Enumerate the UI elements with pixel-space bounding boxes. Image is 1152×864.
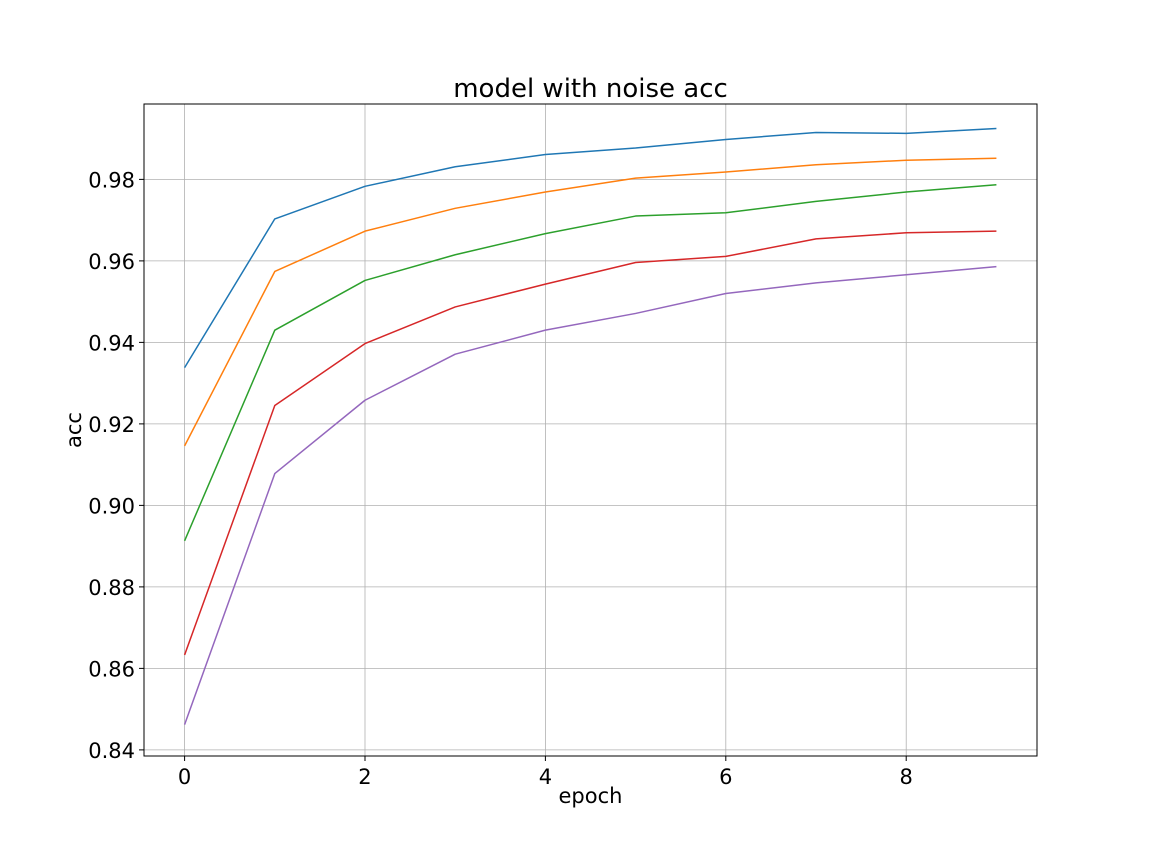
y-tick-label: 0.92 bbox=[88, 413, 135, 437]
x-tick-label: 8 bbox=[900, 765, 913, 789]
x-tick-label: 6 bbox=[719, 765, 732, 789]
series-lines bbox=[183, 127, 997, 725]
plot-area-frame bbox=[143, 103, 1038, 757]
y-axis-label: acc bbox=[62, 412, 86, 448]
x-tick-label: 0 bbox=[178, 765, 191, 789]
grid bbox=[144, 104, 1037, 756]
y-tick-label: 0.96 bbox=[88, 250, 135, 274]
series-line-3 bbox=[183, 183, 997, 542]
y-tick-label: 0.86 bbox=[88, 657, 135, 681]
y-tick-label: 0.90 bbox=[88, 494, 135, 518]
series-line-2 bbox=[183, 157, 997, 447]
y-tick-label: 0.98 bbox=[88, 168, 135, 192]
x-axis-label: epoch bbox=[559, 784, 623, 808]
chart-title: model with noise acc bbox=[453, 74, 728, 104]
x-tick-label: 2 bbox=[358, 765, 371, 789]
series-line-4 bbox=[183, 230, 997, 656]
y-tick-label: 0.94 bbox=[88, 331, 135, 355]
axis-ticks: 0 2 4 6 8 0.84 0.86 0.88 0.90 0.92 0.94 0.96 0.98 bbox=[88, 168, 913, 789]
x-tick-label: 4 bbox=[539, 765, 552, 789]
y-tick-label: 0.84 bbox=[88, 739, 135, 763]
series-line-5 bbox=[183, 265, 997, 725]
series-line-1 bbox=[183, 127, 997, 369]
y-tick-label: 0.88 bbox=[88, 576, 135, 600]
